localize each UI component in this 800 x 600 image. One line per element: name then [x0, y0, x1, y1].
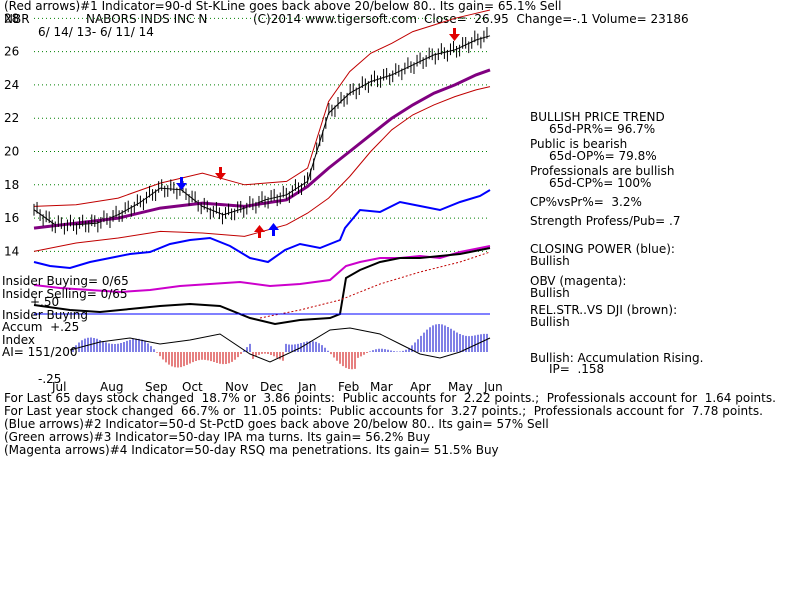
relative-strength-line: [33, 247, 491, 326]
red-arrow: [215, 167, 226, 180]
y-axis-ticks: 14 16 18 20 22 24 26 28: [4, 11, 19, 258]
x-tick-label: Jan: [297, 380, 317, 394]
professionals-title: Professionals are bullish: [530, 164, 675, 178]
price-series: [33, 9, 491, 252]
date-range: 6/ 14/ 13- 6/ 11/ 14: [38, 25, 154, 39]
footer-line-4: (Green arrows)#3 Indicator=50-day IPA ma…: [4, 430, 431, 444]
relstr-value: Bullish: [530, 315, 570, 329]
y-tick-label: 28: [4, 11, 19, 25]
x-tick-label: Oct: [182, 380, 203, 394]
accumulation-text: Bullish: Accumulation Rising.: [530, 351, 704, 365]
x-tick-label: Jun: [483, 380, 503, 394]
index-label: Index: [2, 333, 36, 347]
close-volume-text: Close= 26.95 Change=-.1 Volume= 23186: [424, 12, 689, 26]
footer-line-2: For Last year stock changed 66.7% or 11.…: [4, 404, 763, 418]
y-tick-label: 18: [4, 178, 19, 192]
x-tick-label: Apr: [410, 380, 431, 394]
public-title: Public is bearish: [530, 137, 628, 151]
obv-line: [33, 245, 491, 294]
x-tick-label: Aug: [100, 380, 123, 394]
indicator-1-label: (Red arrows)#1 Indicator=90-d St-KLine g…: [4, 0, 562, 13]
blue-arrow: [268, 223, 279, 236]
trend-dotted-line: [259, 251, 491, 319]
y-tick-label: 20: [4, 144, 19, 158]
red-arrow: [449, 28, 460, 41]
y-tick-label: 22: [4, 111, 19, 125]
y-tick-label: 26: [4, 45, 19, 59]
relstr-title: REL.STR..VS DJI (brown):: [530, 303, 678, 317]
x-tick-label: Feb: [338, 380, 359, 394]
cp-value: 65d-CP%= 100%: [549, 176, 652, 190]
footer-line-3: (Blue arrows)#2 Indicator=50-d St-PctD g…: [4, 417, 549, 431]
footer-line-5: (Magenta arrows)#4 Indicator=50-day RSQ …: [4, 443, 499, 457]
series-line: [33, 86, 491, 252]
accum-ma-line: [69, 327, 491, 363]
x-axis-ticks: Jul Aug Sep Oct Nov Dec Jan Feb Mar Apr May Jun: [51, 380, 503, 394]
x-tick-label: Dec: [260, 380, 283, 394]
x-tick-label: Sep: [145, 380, 168, 394]
company-name: NABORS INDS INC N: [86, 12, 208, 26]
op-value: 65d-OP%= 79.8%: [549, 149, 657, 163]
y-tick-label: 16: [4, 211, 19, 225]
price-bars: [33, 27, 488, 235]
blue-arrow: [176, 177, 187, 190]
y-tick-label: 24: [4, 78, 19, 92]
series-line: [33, 9, 491, 207]
insider-buying-label-2: Insider Buying: [2, 308, 88, 322]
series-line: [33, 68, 491, 230]
accum-scale-minus25: -.25: [38, 372, 62, 386]
cpvspr-value: CP%vsPr%= 3.2%: [530, 195, 642, 209]
closing-power-title: CLOSING POWER (blue):: [530, 242, 675, 256]
footer-line-1: For Last 65 days stock changed 18.7% or …: [4, 391, 776, 405]
trend-title: BULLISH PRICE TREND: [530, 110, 665, 124]
insider-selling-label: Insider Selling= 0/65: [2, 287, 128, 301]
insider-buying-label: Insider Buying= 0/65: [2, 274, 129, 288]
accum-label: Accum +.25: [2, 320, 80, 334]
copyright-text: (C)2014 www.tigersoft.com: [253, 12, 417, 26]
ai-label: AI= 151/200: [2, 345, 78, 359]
x-tick-label: Nov: [225, 380, 248, 394]
obv-value: Bullish: [530, 286, 570, 300]
obv-title: OBV (magenta):: [530, 274, 627, 288]
y-tick-label: 14: [4, 244, 19, 258]
pr-value: 65d-PR%= 96.7%: [549, 122, 656, 136]
x-tick-label: Mar: [370, 380, 393, 394]
accumulation-histogram: [72, 324, 488, 370]
ip-value: IP= .158: [549, 362, 605, 376]
red-arrow: [254, 225, 265, 238]
closing-power-value: Bullish: [530, 254, 570, 268]
ticker-symbol: NBR: [4, 12, 30, 26]
x-tick-label: May: [448, 380, 473, 394]
closing-power-line: [33, 189, 491, 270]
price-grid: [34, 17, 490, 252]
accum-scale-plus50: +.50: [30, 295, 60, 309]
x-tick-label: Jul: [51, 380, 66, 394]
strength-value: Strength Profess/Pub= .7: [530, 214, 681, 228]
